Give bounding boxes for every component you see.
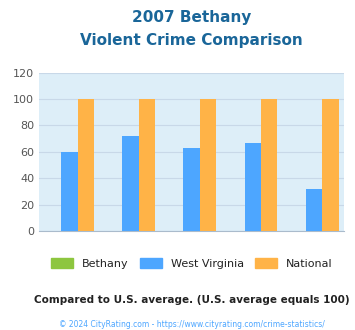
Text: 2007 Bethany: 2007 Bethany — [132, 10, 251, 25]
Bar — [122, 136, 139, 231]
Text: Violent Crime Comparison: Violent Crime Comparison — [80, 33, 303, 48]
Text: Compared to U.S. average. (U.S. average equals 100): Compared to U.S. average. (U.S. average … — [34, 295, 350, 305]
Bar — [139, 99, 155, 231]
Bar — [261, 99, 278, 231]
Bar — [322, 99, 339, 231]
Bar — [61, 152, 78, 231]
Bar — [245, 143, 261, 231]
Legend: Bethany, West Virginia, National: Bethany, West Virginia, National — [46, 254, 337, 273]
Bar — [78, 99, 94, 231]
Bar — [184, 148, 200, 231]
Bar — [306, 189, 322, 231]
Text: © 2024 CityRating.com - https://www.cityrating.com/crime-statistics/: © 2024 CityRating.com - https://www.city… — [59, 320, 324, 329]
Bar — [200, 99, 217, 231]
